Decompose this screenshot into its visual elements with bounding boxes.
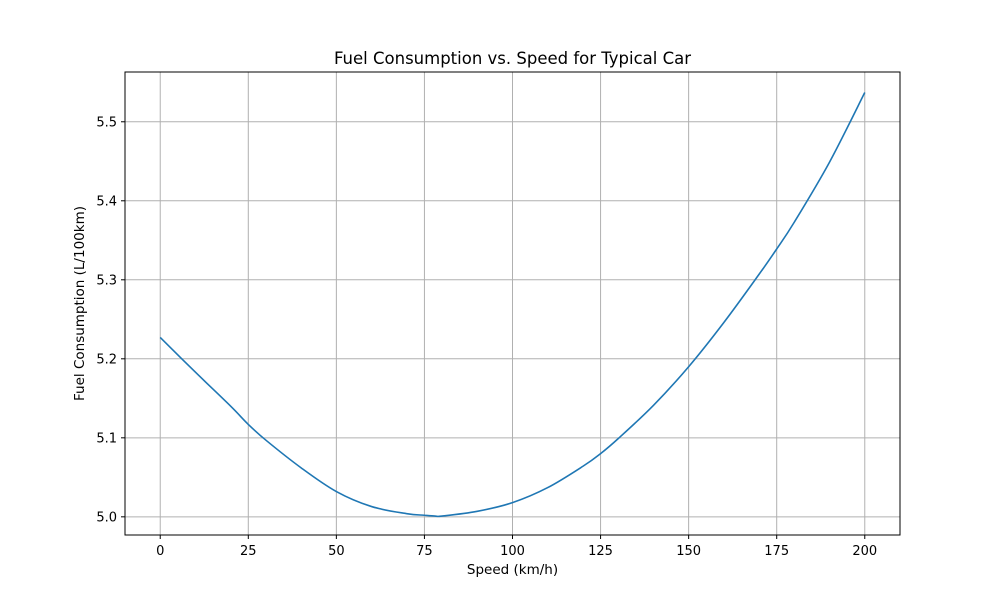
y-tick-label: 5.0 xyxy=(96,510,117,525)
y-tick-label: 5.1 xyxy=(96,431,117,446)
x-tick-label: 25 xyxy=(240,544,257,559)
series-lines xyxy=(159,92,866,518)
x-tick-label: 175 xyxy=(764,544,789,559)
x-tick-label: 200 xyxy=(852,544,877,559)
y-tick-label: 5.3 xyxy=(96,273,117,288)
axis-ticks: 0 25 50 75 100 125 150 175 200 5.0 5.1 5.2 5.3 5.4 5.5 xyxy=(96,115,877,559)
x-tick-label: 125 xyxy=(588,544,613,559)
fuel-consumption-line xyxy=(159,92,866,518)
y-axis-label: Fuel Consumption (L/100km) xyxy=(72,206,88,401)
x-tick-label: 0 xyxy=(156,544,164,559)
x-tick-label: 100 xyxy=(500,544,525,559)
y-tick-label: 5.4 xyxy=(96,194,117,209)
y-tick-label: 5.5 xyxy=(96,115,117,130)
chart-title: Fuel Consumption vs. Speed for Typical C… xyxy=(334,49,691,68)
x-tick-label: 75 xyxy=(416,544,433,559)
x-tick-label: 150 xyxy=(676,544,701,559)
x-axis-label: Speed (km/h) xyxy=(467,562,558,578)
y-tick-label: 5.2 xyxy=(96,352,117,367)
grid-lines xyxy=(125,72,900,535)
x-tick-label: 50 xyxy=(328,544,345,559)
